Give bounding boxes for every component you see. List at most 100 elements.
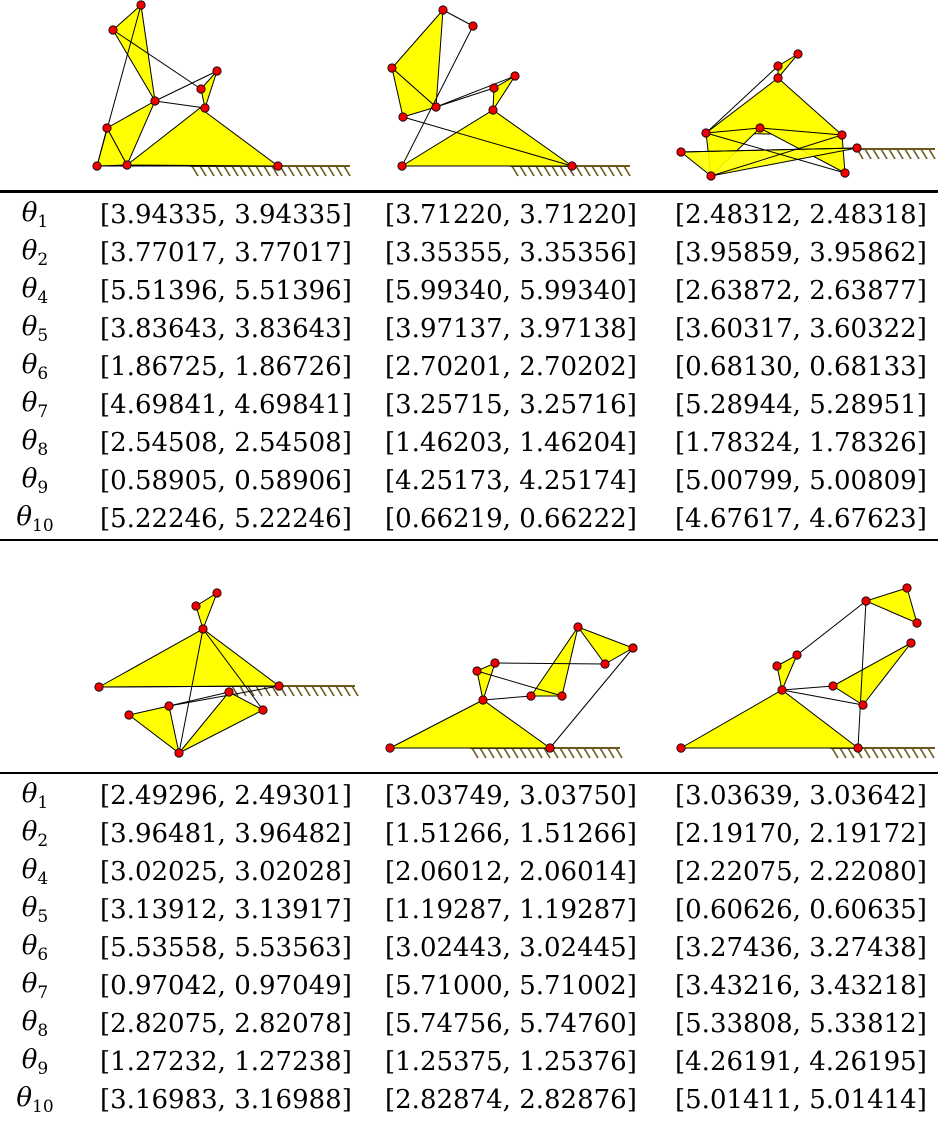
joint-dot [92,161,102,171]
hatch-stroke [559,165,567,177]
interval-cell: [3.16983, 3.16988] [100,1085,352,1115]
angle-index: 1 [37,793,49,814]
joint-dot [122,160,132,170]
hatch-stroke [551,165,559,177]
table-top-rule [0,772,938,774]
hatch-stroke [343,165,351,177]
joint-dot [398,112,408,122]
angle-symbol: θ [21,1006,38,1037]
hatch-stroke [559,747,567,759]
angle-label: θ8 [0,424,70,462]
angle-index: 2 [37,250,49,271]
interval-cell: [0.97042, 0.97049] [100,971,352,1001]
joint-dot [526,691,536,701]
interval-cell: [2.63872, 2.63877] [675,276,927,306]
interval-cell: [0.60626, 0.60635] [675,895,927,925]
angle-index: 1 [37,212,49,233]
hatch-stroke [575,165,583,177]
hatch-stroke [471,747,479,759]
values-table-top: θ1 [3.94335, 3.94335] [3.71220, 3.71220] [2… [0,196,938,538]
angle-label: θ6 [0,348,70,386]
hatch-stroke [335,685,343,697]
table-row: θ2 [3.96481, 3.96482] [1.51266, 1.51266] [2… [0,815,938,853]
ground-hatch [855,148,936,160]
hatch-stroke [904,148,912,160]
mechanism-figure-3 [676,49,936,181]
mechanism-figure-4 [94,588,359,758]
interval-cell: [3.97137, 3.97138] [385,314,637,344]
hatch-stroke [535,165,543,177]
hatch-stroke [231,685,239,697]
hatch-stroke [567,747,575,759]
angle-symbol: θ [21,778,38,809]
interval-cell: [4.25173, 4.25174] [385,466,637,496]
joint-dot [385,743,395,753]
hatch-stroke [311,165,319,177]
hatch-stroke [239,165,247,177]
interval-cell: [5.01411, 5.01414] [675,1085,927,1115]
joint-dot [274,681,284,691]
joint-dot [198,624,208,634]
hatch-stroke [327,685,335,697]
angle-index: 9 [37,1059,49,1080]
interval-cell: [2.06012, 2.06014] [385,857,637,887]
interval-cell: [1.86725, 1.86726] [100,352,352,382]
joint-dot [490,658,500,668]
hatch-stroke [623,165,631,177]
table-row: θ9 [0.58905, 0.58906] [4.25173, 4.25174] [5… [0,462,938,500]
hatch-stroke [351,685,359,697]
interval-cell: [5.00799, 5.00809] [675,466,927,496]
angle-index: 5 [37,326,49,347]
joint-dot [676,147,686,157]
hatch-stroke [847,747,855,759]
hatch-stroke [239,685,247,697]
joint-dot [94,682,104,692]
interval-cell: [3.27436, 3.27438] [675,933,927,963]
joint-dot [777,685,787,695]
table-row: θ4 [3.02025, 3.02028] [2.06012, 2.06014] [2… [0,853,938,891]
hatch-stroke [319,165,327,177]
interval-cell: [1.78324, 1.78326] [675,428,927,458]
table-row: θ5 [3.83643, 3.83643] [3.97137, 3.97138] [3… [0,310,938,348]
joint-dot [136,0,146,10]
hatch-stroke [871,747,879,759]
interval-cell: [3.95859, 3.95862] [675,238,927,268]
hatch-stroke [863,747,871,759]
hatch-stroke [535,747,543,759]
angle-index: 9 [37,478,49,499]
angle-index: 8 [37,440,49,461]
angle-index: 2 [37,831,49,852]
table-row: θ10 [5.22246, 5.22246] [0.66219, 0.66222] [… [0,500,938,538]
interval-cell: [5.99340, 5.99340] [385,276,637,306]
hatch-stroke [912,148,920,160]
hatch-stroke [615,165,623,177]
angle-symbol: θ [21,273,38,304]
interval-cell: [3.60317, 3.60322] [675,314,927,344]
hatch-stroke [263,165,271,177]
angle-label: θ5 [0,310,70,348]
joint-dot [573,622,583,632]
hatch-stroke [607,747,615,759]
joint-dot [837,130,847,140]
joint-dot [676,743,686,753]
joint-dot [840,168,850,178]
joint-dot [258,705,268,715]
hatch-stroke [215,165,223,177]
joint-dot [124,710,134,720]
joint-dot [861,596,871,606]
hatch-stroke [896,148,904,160]
joint-dot [397,161,407,171]
ground-hatch [830,747,935,759]
joint-dot [212,588,222,598]
angle-label: θ1 [0,196,70,234]
hatch-stroke [543,747,551,759]
interval-cell: [0.58905, 0.58906] [100,466,352,496]
angle-label: θ9 [0,462,70,500]
interval-cell: [1.51266, 1.51266] [385,819,637,849]
mechanism-figure-5 [385,622,638,759]
angle-symbol: θ [21,1044,38,1075]
interval-cell: [2.22075, 2.22080] [675,857,927,887]
joint-dot [472,666,482,676]
joint-dot [108,25,118,35]
angle-index: 4 [37,869,49,890]
